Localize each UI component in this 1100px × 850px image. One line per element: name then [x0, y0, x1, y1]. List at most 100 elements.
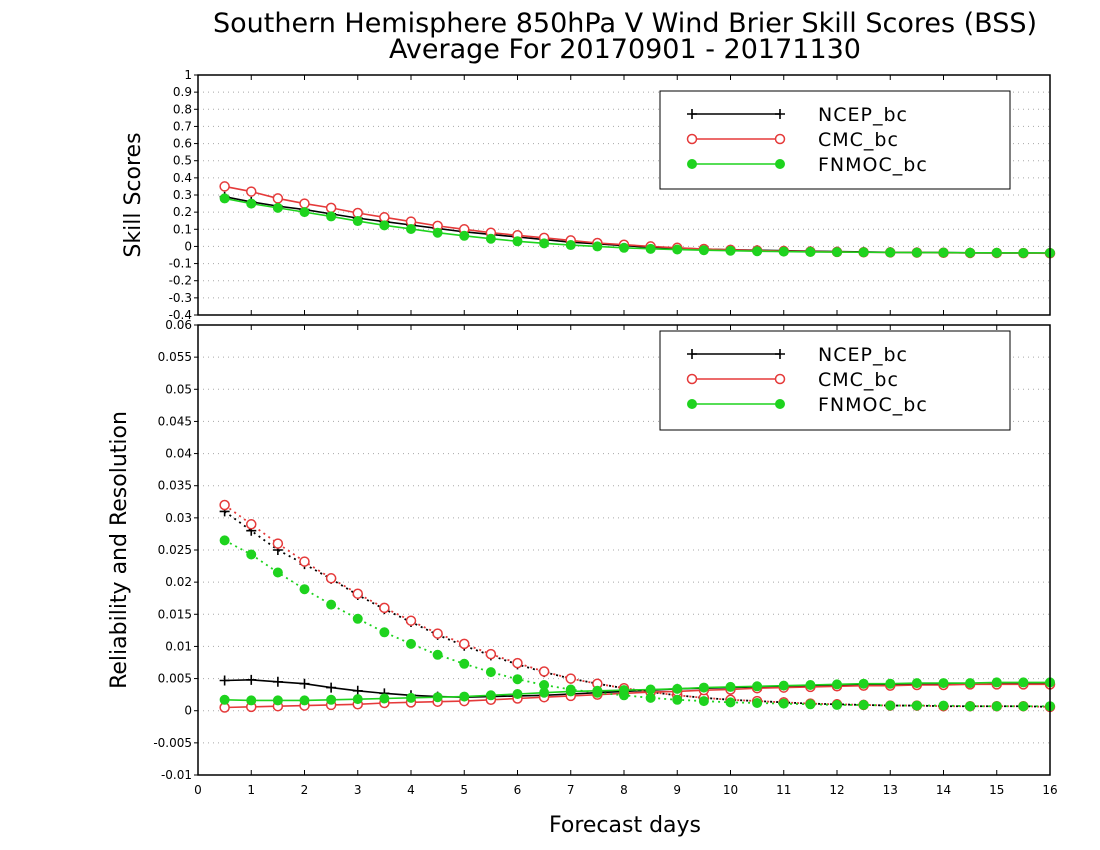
legend-label: NCEP_bc	[818, 344, 908, 366]
data-point	[911, 678, 922, 689]
data-point	[938, 700, 949, 711]
series-line	[224, 195, 1051, 254]
data-point	[538, 666, 550, 677]
legend-label: FNMOC_bc	[818, 154, 928, 176]
x-tick-label: 9	[673, 783, 681, 797]
data-point	[752, 698, 763, 708]
data-point	[991, 701, 1002, 712]
data-point	[485, 648, 497, 660]
data-point	[778, 246, 789, 257]
series-line	[224, 504, 1051, 708]
legend-marker	[687, 159, 697, 169]
y-tick-label: 0.005	[158, 672, 192, 686]
y-tick-label: -0.4	[169, 308, 192, 322]
data-point	[832, 699, 842, 710]
data-point	[299, 556, 310, 567]
data-point	[352, 694, 363, 705]
y-tick-label: 0.1	[173, 222, 192, 236]
data-point	[246, 519, 257, 530]
y-tick-label: 0.06	[165, 318, 192, 332]
legend: NCEP_bc CMC_bc FNMOC_bc	[659, 90, 1011, 190]
data-point	[725, 245, 736, 256]
data-point	[698, 696, 709, 707]
y-tick-label: 0.035	[158, 479, 192, 493]
legend-marker	[775, 109, 785, 119]
data-point	[1018, 247, 1029, 258]
data-point	[672, 244, 683, 255]
legend-marker	[687, 349, 697, 359]
data-point	[326, 682, 337, 693]
y-tick-label: 0.8	[173, 102, 192, 116]
data-point	[512, 657, 523, 669]
data-point	[272, 676, 283, 687]
y-tick-label: 0.05	[165, 382, 192, 396]
x-tick-label: 0	[194, 783, 202, 797]
y-tick-label: -0.01	[161, 768, 192, 782]
data-point	[858, 678, 869, 689]
y-tick-label: 0.7	[173, 119, 192, 133]
data-point	[432, 692, 443, 703]
legend-marker	[775, 349, 785, 359]
data-point	[539, 238, 550, 249]
data-point	[219, 675, 230, 686]
data-point	[672, 683, 683, 694]
data-point	[911, 247, 922, 258]
data-point	[299, 584, 310, 595]
legend-label: CMC_bc	[818, 369, 899, 391]
data-point	[352, 588, 363, 599]
data-point	[805, 680, 816, 690]
legend-marker	[687, 399, 697, 409]
legend-marker	[775, 399, 785, 409]
data-point	[725, 697, 736, 708]
data-point	[965, 678, 976, 689]
plot-frame	[197, 324, 1051, 776]
data-point	[326, 694, 337, 705]
plot-frame	[197, 74, 1051, 316]
data-point	[432, 227, 443, 238]
data-point	[352, 613, 363, 624]
y-tick-label: 0.01	[165, 639, 192, 653]
data-point	[246, 198, 257, 209]
legend-label: NCEP_bc	[818, 104, 908, 126]
data-point	[565, 240, 576, 251]
y-tick-label: 0.5	[173, 154, 192, 168]
data-point	[406, 638, 416, 649]
legend-box	[659, 330, 1011, 431]
data-point	[885, 700, 896, 711]
data-point	[246, 674, 257, 685]
data-point	[326, 599, 337, 610]
series-cmc-bc-solid	[219, 679, 1056, 713]
x-tick-label: 3	[354, 783, 362, 797]
x-tick-label: 1	[247, 783, 255, 797]
x-tick-label: 15	[989, 783, 1004, 797]
x-tick-label: 14	[936, 783, 951, 797]
series-ncep-bc-solid	[219, 674, 1055, 703]
data-point	[938, 678, 949, 689]
data-point	[565, 686, 576, 697]
x-tick-label: 16	[1042, 783, 1057, 797]
data-point	[512, 689, 523, 699]
y-tick-label: 0.015	[158, 607, 192, 621]
data-point	[379, 693, 390, 704]
series-line	[224, 197, 1050, 254]
x-tick-label: 10	[723, 783, 738, 797]
data-point	[299, 207, 310, 218]
legend-marker	[687, 109, 697, 119]
legend: NCEP_bc CMC_bc FNMOC_bc	[659, 330, 1011, 431]
data-point	[592, 685, 603, 696]
legend-label: FNMOC_bc	[818, 394, 928, 416]
series-ncep-bc-dotted	[219, 506, 1055, 712]
data-point	[219, 193, 230, 204]
data-point	[725, 681, 736, 692]
data-point	[379, 220, 390, 231]
data-point	[459, 691, 470, 702]
data-point	[485, 233, 496, 244]
data-point	[858, 247, 869, 258]
series-line	[224, 510, 1051, 708]
data-point	[698, 245, 709, 256]
chart-title-line1: Southern Hemisphere 850hPa V Wind Brier …	[213, 8, 1037, 39]
series-cmc-bc-dotted	[219, 499, 1056, 713]
legend-box	[659, 90, 1011, 190]
y-tick-label: -0.2	[169, 274, 192, 288]
